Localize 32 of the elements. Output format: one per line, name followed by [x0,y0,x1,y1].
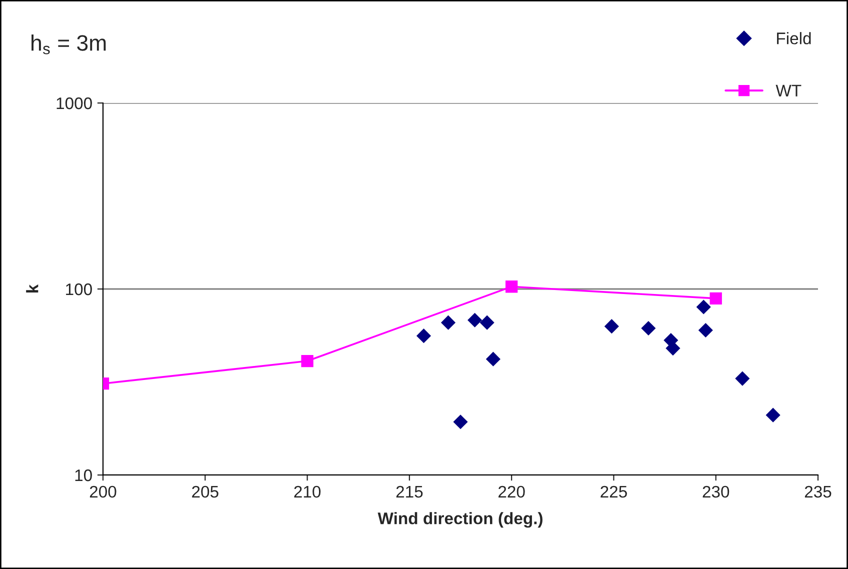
point [440,315,456,330]
point [735,371,750,386]
point [480,315,494,330]
point [696,300,711,314]
point [666,341,680,356]
x-tick-label: 220 [498,486,525,498]
point [698,322,713,338]
legend-label: Field [777,32,811,44]
point [468,312,482,328]
y-tick-label: 1000 [56,97,92,110]
x-tick-label: 210 [294,486,321,498]
x-tick-label: 215 [396,486,423,498]
x-tick-label: 225 [600,486,627,498]
y-axis-title: k [26,284,38,292]
x-tick-label: 205 [192,486,218,498]
y-tick-label: 100 [66,283,92,296]
point [641,320,656,336]
point [486,352,500,366]
x-tick-label: 230 [702,486,730,498]
y-tick-label: 10 [75,469,92,482]
point [505,280,518,293]
point [766,408,780,422]
x-axis-title: Wind direction (deg.) [378,512,542,528]
legend-label: WT [776,84,802,96]
point [416,328,432,344]
point [301,354,314,368]
x-tick-label: 235 [804,486,832,498]
point [453,414,468,430]
chart-title: h$_{s}$ = 3m [32,34,106,54]
x-tick-label: 200 [90,486,116,498]
point [604,319,619,334]
point [710,292,722,304]
